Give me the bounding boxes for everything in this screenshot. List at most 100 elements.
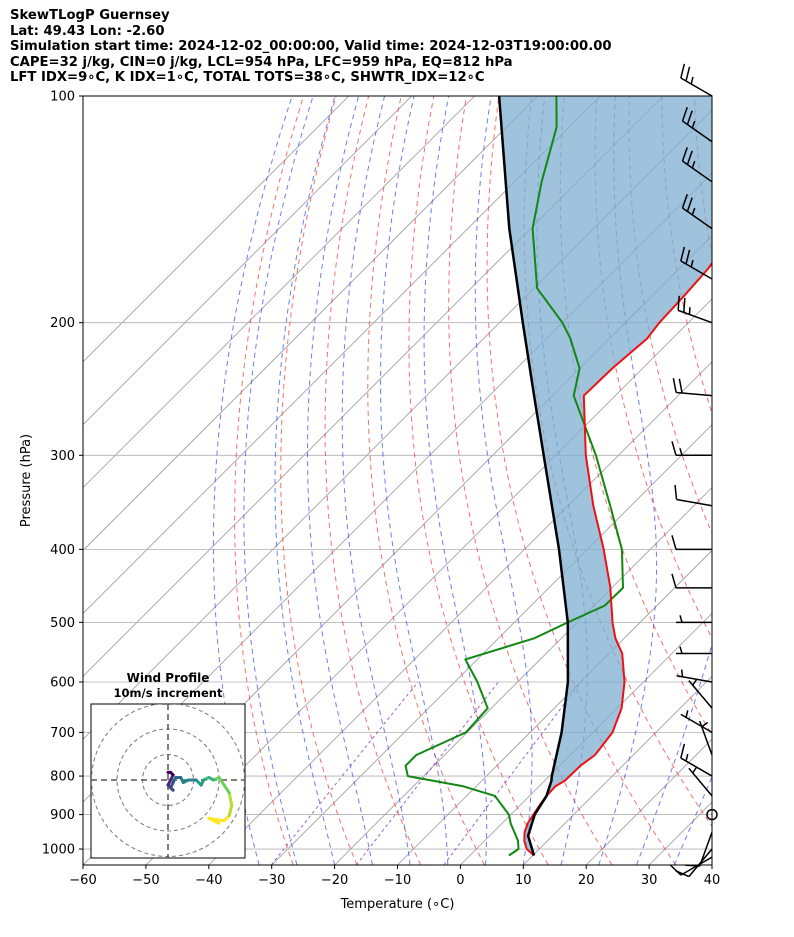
dry-adiabat-line <box>280 96 358 865</box>
wind-barb <box>680 710 713 734</box>
y-tick-label: 200 <box>50 316 75 331</box>
chart-header: SkewTLogP Guernsey Lat: 49.43 Lon: -2.60… <box>10 8 612 86</box>
mixing-ratio-line <box>270 681 419 865</box>
dry-adiabat-line <box>367 96 485 865</box>
barb-flag <box>685 249 691 265</box>
wind-barb <box>680 63 713 97</box>
barb-half-flag <box>679 646 683 654</box>
barb-flag <box>680 743 686 759</box>
moist-adiabat-line <box>711 863 712 865</box>
calm-wind-circle <box>706 808 718 821</box>
x-tick-label: 20 <box>578 873 595 888</box>
barb-half-flag <box>690 76 694 85</box>
wind-barb <box>671 441 712 457</box>
wind-barb <box>680 743 713 777</box>
moist-adiabat-line <box>474 96 533 865</box>
isotherm-line <box>145 298 712 865</box>
isotherm-line <box>271 424 712 865</box>
x-axis-label: Temperature (∘C) <box>340 897 455 912</box>
dry-adiabat-line <box>760 96 794 865</box>
hodograph-title: Wind Profile <box>127 671 210 685</box>
barb-half-flag <box>679 615 683 623</box>
y-tick-label: 400 <box>50 543 75 558</box>
isotherm-line <box>83 96 350 363</box>
wind-barb <box>676 646 712 655</box>
wind-barb <box>674 484 713 507</box>
x-tick-label: −40 <box>195 873 222 888</box>
axes: −60 −50 −40 −30 −20 −10 0 10 20 30 40 100 200 300 400 5… <box>19 90 720 913</box>
isotherm-line <box>523 675 712 865</box>
y-tick-label: 300 <box>50 449 75 464</box>
dry-adiabat-line <box>628 96 712 535</box>
barb-half-flag <box>692 766 698 774</box>
barb-flag <box>683 297 686 313</box>
x-tick-label: −60 <box>69 873 96 888</box>
barb-half-flag <box>691 207 696 216</box>
barb-half-flag <box>690 259 694 268</box>
y-tick-label: 800 <box>50 770 75 785</box>
moist-adiabat-line <box>423 96 488 865</box>
gridlines <box>83 96 794 865</box>
y-tick-label: 1000 <box>42 843 75 858</box>
barb-half-flag <box>685 753 689 762</box>
hodograph-segment <box>227 804 234 818</box>
barb-flag <box>681 193 688 209</box>
x-tick-label: 10 <box>515 873 532 888</box>
x-tick-label: 30 <box>641 873 658 888</box>
moist-adiabat-line <box>212 96 293 865</box>
wind-barb <box>680 246 713 280</box>
moist-adiabat-line <box>379 96 449 865</box>
barb-flag <box>675 870 690 878</box>
wind-barb <box>671 535 712 551</box>
wind-barbs <box>669 63 718 878</box>
dewpoint-line <box>404 96 624 857</box>
y-tick-label: 500 <box>50 616 75 631</box>
isotherm-line <box>83 96 475 489</box>
barb-flag <box>680 246 686 262</box>
barb-half-flag <box>688 307 691 315</box>
dry-adiabat-line <box>448 96 613 865</box>
wind-barb <box>685 832 713 867</box>
wind-barb <box>688 766 713 797</box>
moist-adiabat-line <box>598 96 658 865</box>
moist-adiabat-line <box>341 96 411 865</box>
wind-barb <box>677 295 713 324</box>
wind-barb <box>688 678 713 709</box>
isotherm-line <box>208 361 712 865</box>
y-tick-label: 900 <box>50 808 75 823</box>
hodograph-subtitle: 10m/s increment <box>114 686 223 700</box>
barb-half-flag <box>679 448 683 456</box>
isotherm-line <box>334 487 712 865</box>
barb-half-flag <box>691 160 696 169</box>
mixing-ratio-line <box>443 681 582 865</box>
barb-flag <box>671 535 677 550</box>
barb-half-flag <box>680 669 684 677</box>
x-tick-label: 0 <box>456 873 464 888</box>
chart-title: SkewTLogP Guernsey <box>10 8 170 23</box>
isotherm-line <box>397 549 712 865</box>
wind-barb <box>681 107 713 143</box>
wind-barb <box>676 669 713 683</box>
barb-flag <box>671 441 677 456</box>
barb-flag <box>686 110 693 125</box>
parcel-path-line <box>497 96 570 856</box>
moist-adiabat-line <box>274 96 336 865</box>
x-tick-label: −20 <box>321 873 348 888</box>
time-line: Simulation start time: 2024-12-02_00:00:… <box>10 39 612 54</box>
moist-adiabat-line <box>243 96 314 865</box>
isotherm-line <box>711 864 712 865</box>
barb-half-flag <box>691 120 696 129</box>
hodograph-segment <box>227 791 234 807</box>
wind-barb <box>681 147 713 183</box>
wind-barb <box>676 615 712 624</box>
x-tick-label: −50 <box>132 873 159 888</box>
barb-half-flag <box>685 710 689 718</box>
barb-flag <box>678 378 683 394</box>
hodograph-segment <box>222 783 231 795</box>
mixing-ratio-line <box>355 681 499 865</box>
x-tick-label: −30 <box>258 873 285 888</box>
hodograph-plot <box>91 704 245 858</box>
cin-shaded-area <box>499 96 712 856</box>
barb-half-flag <box>692 678 698 686</box>
